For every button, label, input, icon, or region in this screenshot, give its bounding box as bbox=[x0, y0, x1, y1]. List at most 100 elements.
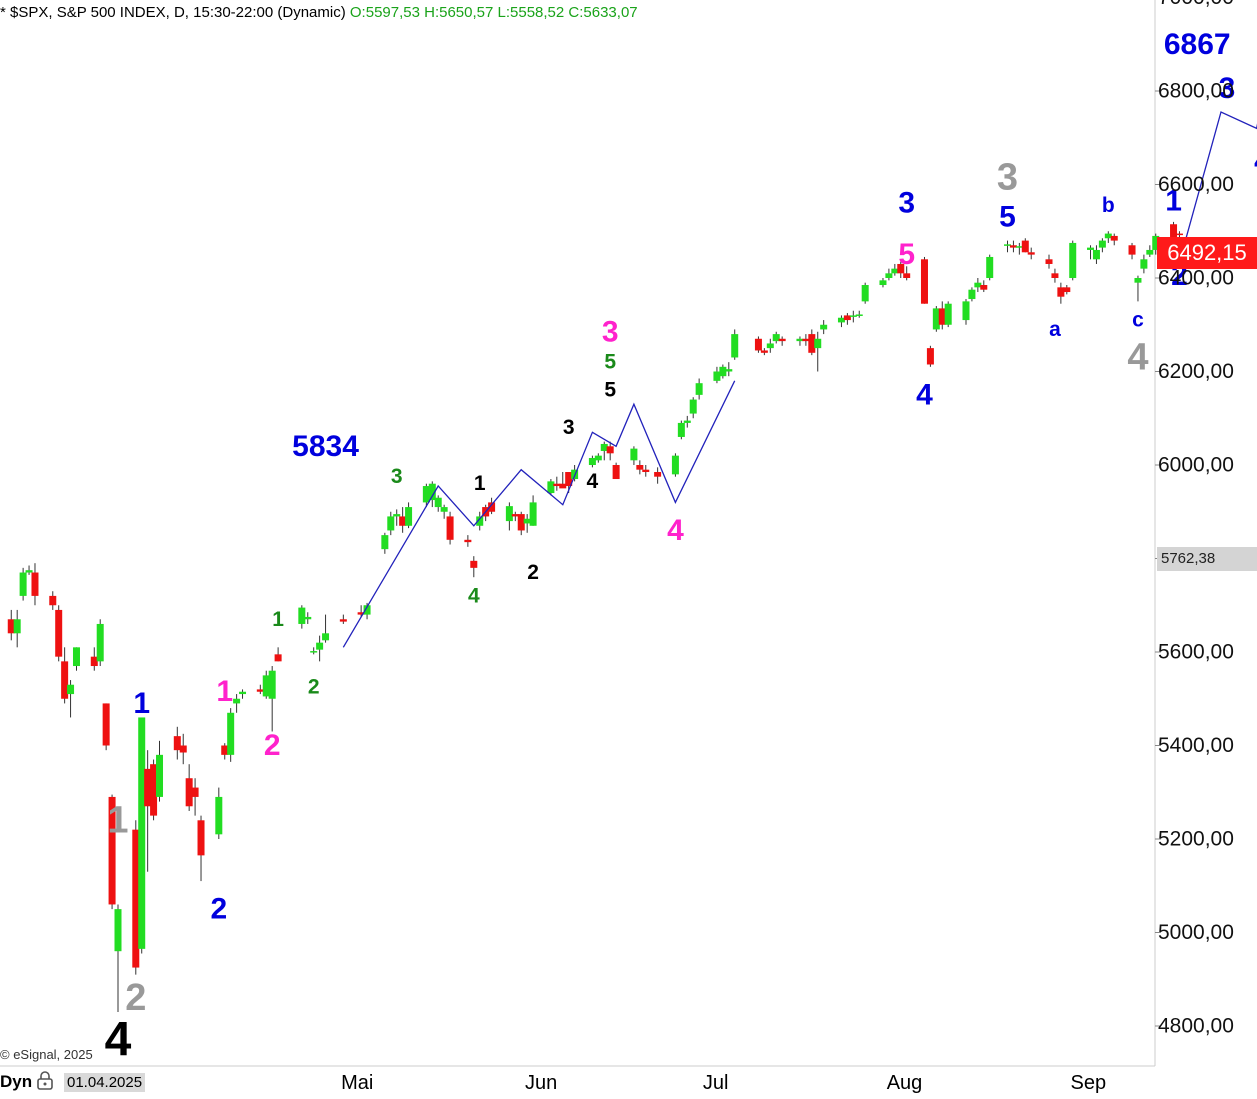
candle[interactable] bbox=[316, 635, 324, 662]
candle[interactable] bbox=[1069, 240, 1077, 281]
candle[interactable] bbox=[132, 820, 140, 975]
candle[interactable] bbox=[90, 647, 98, 671]
candle[interactable] bbox=[517, 511, 525, 536]
candle[interactable] bbox=[476, 511, 484, 531]
candle[interactable] bbox=[55, 605, 63, 662]
candle[interactable] bbox=[393, 509, 401, 526]
candle[interactable] bbox=[559, 472, 567, 489]
candle[interactable] bbox=[897, 261, 905, 278]
candle[interactable] bbox=[310, 647, 318, 655]
candle[interactable] bbox=[980, 280, 988, 293]
candle[interactable] bbox=[381, 532, 389, 554]
candle[interactable] bbox=[879, 278, 887, 288]
candle[interactable] bbox=[422, 483, 430, 508]
candle[interactable] bbox=[233, 694, 241, 713]
candle[interactable] bbox=[719, 364, 727, 379]
candle[interactable] bbox=[7, 609, 15, 641]
candle[interactable] bbox=[1057, 282, 1065, 304]
lock-icon[interactable] bbox=[36, 1070, 54, 1090]
candle[interactable] bbox=[102, 703, 110, 751]
candle[interactable] bbox=[446, 511, 454, 545]
candle[interactable] bbox=[547, 479, 555, 496]
candle[interactable] bbox=[13, 609, 21, 648]
candle[interactable] bbox=[630, 446, 638, 465]
candle[interactable] bbox=[695, 378, 703, 400]
candle[interactable] bbox=[191, 778, 199, 816]
candle[interactable] bbox=[488, 497, 496, 515]
candle[interactable] bbox=[25, 565, 33, 575]
candle[interactable] bbox=[677, 420, 685, 440]
candle[interactable] bbox=[434, 495, 442, 512]
candle[interactable] bbox=[1004, 240, 1011, 253]
candle[interactable] bbox=[772, 331, 780, 344]
candle[interactable] bbox=[511, 511, 519, 522]
candle[interactable] bbox=[464, 535, 472, 547]
candle[interactable] bbox=[962, 299, 970, 325]
candle[interactable] bbox=[713, 366, 721, 384]
candle[interactable] bbox=[96, 619, 104, 667]
candle[interactable] bbox=[808, 329, 816, 356]
candle[interactable] bbox=[357, 605, 365, 617]
candle[interactable] bbox=[600, 441, 608, 461]
candle[interactable] bbox=[274, 647, 282, 662]
candle[interactable] bbox=[612, 462, 620, 480]
candle[interactable] bbox=[67, 680, 75, 718]
candle[interactable] bbox=[594, 453, 602, 463]
candle[interactable] bbox=[986, 254, 994, 281]
candle[interactable] bbox=[221, 743, 229, 760]
candle[interactable] bbox=[1152, 233, 1160, 255]
candle[interactable] bbox=[754, 336, 762, 353]
candle[interactable] bbox=[19, 567, 27, 601]
candle[interactable] bbox=[642, 465, 650, 477]
candle[interactable] bbox=[944, 301, 952, 328]
candle[interactable] bbox=[968, 287, 976, 302]
candle[interactable] bbox=[1098, 238, 1106, 253]
candle[interactable] bbox=[671, 453, 679, 477]
candle[interactable] bbox=[636, 460, 644, 475]
candle[interactable] bbox=[440, 504, 448, 519]
candle[interactable] bbox=[49, 591, 57, 610]
candle[interactable] bbox=[298, 605, 306, 629]
start-date-marker[interactable]: 01.04.2025 bbox=[64, 1073, 146, 1092]
candle[interactable] bbox=[1140, 254, 1148, 274]
candle[interactable] bbox=[1146, 245, 1154, 257]
candle[interactable] bbox=[843, 313, 851, 325]
candle[interactable] bbox=[1104, 231, 1112, 243]
candle[interactable] bbox=[262, 670, 270, 699]
candle[interactable] bbox=[150, 759, 158, 821]
candle[interactable] bbox=[849, 310, 857, 323]
candle[interactable] bbox=[891, 263, 899, 276]
candle[interactable] bbox=[470, 556, 478, 578]
candle[interactable] bbox=[108, 794, 116, 910]
candle[interactable] bbox=[683, 415, 691, 428]
candle[interactable] bbox=[304, 612, 312, 624]
candle[interactable] bbox=[938, 301, 946, 330]
candle[interactable] bbox=[837, 315, 845, 328]
candle[interactable] bbox=[802, 334, 810, 346]
candle[interactable] bbox=[855, 310, 863, 318]
candle[interactable] bbox=[256, 684, 264, 695]
candle[interactable] bbox=[553, 476, 561, 491]
price-axis[interactable]: 4800,005000,005200,005400,005600,005800,… bbox=[1155, 0, 1234, 1038]
candle[interactable] bbox=[654, 467, 662, 484]
candle[interactable] bbox=[1087, 245, 1095, 260]
candle[interactable] bbox=[523, 514, 531, 533]
candle[interactable] bbox=[932, 306, 940, 332]
candle[interactable] bbox=[778, 336, 786, 346]
candle[interactable] bbox=[322, 614, 330, 643]
candle[interactable] bbox=[1092, 245, 1100, 264]
candle[interactable] bbox=[1128, 242, 1136, 260]
candle[interactable] bbox=[1134, 275, 1142, 302]
candle[interactable] bbox=[197, 815, 205, 882]
candle[interactable] bbox=[227, 708, 235, 762]
candle[interactable] bbox=[796, 336, 804, 346]
candle[interactable] bbox=[239, 689, 247, 699]
candle[interactable] bbox=[588, 455, 596, 468]
candle[interactable] bbox=[1045, 254, 1053, 269]
candle[interactable] bbox=[529, 495, 537, 526]
candle[interactable] bbox=[766, 338, 774, 353]
candle[interactable] bbox=[885, 268, 893, 281]
candle[interactable] bbox=[387, 511, 395, 536]
